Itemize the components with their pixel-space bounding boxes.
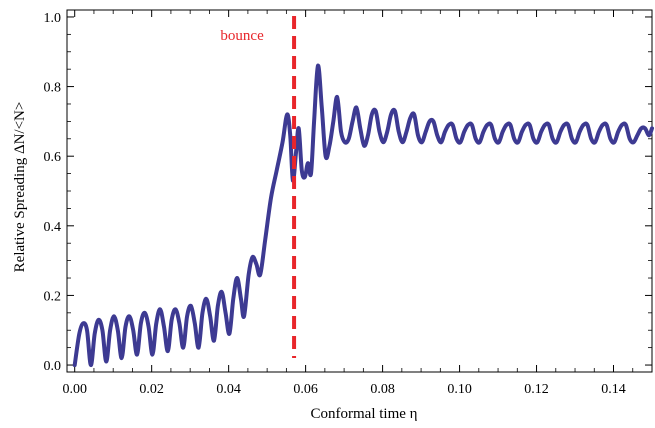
plot-border (66, 9, 653, 373)
x-tick-label: 0.02 (139, 382, 164, 397)
y-tick-label: 0.2 (44, 289, 62, 304)
series-layer (72, 63, 654, 368)
y-axis-title: Relative Spreading ΔN/<N> (12, 102, 28, 273)
x-tick-label: 0.06 (293, 382, 318, 397)
x-axis-title: Conformal time η (311, 406, 418, 422)
y-tick-label: 0.4 (44, 220, 62, 235)
y-tick-label: 0.6 (44, 150, 62, 165)
x-tick-label: 0.04 (216, 382, 241, 397)
y-tick-label: 0.8 (44, 81, 62, 96)
y-tick-label: 1.0 (44, 11, 62, 26)
y-tick-label: 0.0 (44, 359, 62, 374)
y-axis-ticks: 0.0 0.2 0.4 0.6 0.8 1.0 (44, 11, 652, 374)
x-tick-label: 0.12 (524, 382, 549, 397)
plot-frame (66, 9, 653, 373)
x-tick-label: 0.00 (62, 382, 87, 397)
bounce-label: bounce (220, 28, 264, 44)
x-tick-label: 0.08 (370, 382, 395, 397)
x-axis-ticks: 0.00 0.02 0.04 0.06 0.08 0.10 0.12 0.14 (62, 10, 634, 397)
series-line (72, 63, 654, 368)
annotation-layer: bounce (220, 16, 297, 358)
x-tick-label: 0.14 (601, 382, 626, 397)
x-tick-label: 0.10 (447, 382, 472, 397)
